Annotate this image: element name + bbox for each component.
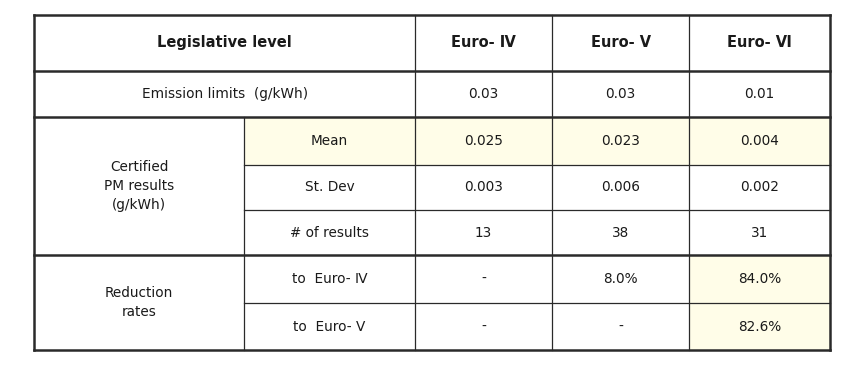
Bar (689, 303, 830, 350)
Text: Euro- Ⅵ: Euro- Ⅵ (728, 35, 792, 50)
Bar (34, 303, 689, 350)
Text: 0.025: 0.025 (464, 134, 503, 148)
Text: 84.0%: 84.0% (738, 272, 782, 286)
Text: 0.01: 0.01 (745, 87, 775, 101)
Text: 0.03: 0.03 (605, 87, 636, 101)
Bar (34, 15, 830, 71)
Bar (34, 71, 830, 116)
Text: 8.0%: 8.0% (603, 272, 638, 286)
Text: 0.002: 0.002 (740, 180, 779, 195)
Text: 0.023: 0.023 (601, 134, 640, 148)
Text: Euro- Ⅳ: Euro- Ⅳ (451, 35, 516, 50)
Text: Euro- Ⅴ: Euro- Ⅴ (591, 35, 651, 50)
Text: 0.006: 0.006 (601, 180, 640, 195)
Text: 0.03: 0.03 (468, 87, 499, 101)
Text: Reduction
rates: Reduction rates (105, 287, 173, 319)
Text: 13: 13 (475, 226, 492, 240)
Text: 82.6%: 82.6% (738, 320, 782, 334)
Text: -: - (481, 320, 486, 334)
Text: 0.004: 0.004 (740, 134, 779, 148)
Text: 38: 38 (612, 226, 629, 240)
Text: 0.003: 0.003 (464, 180, 503, 195)
Bar (689, 255, 830, 303)
Bar (34, 255, 689, 303)
Text: Emission limits  (g/kWh): Emission limits (g/kWh) (141, 87, 308, 101)
Bar (34, 165, 830, 210)
Bar (244, 116, 830, 165)
Text: # of results: # of results (290, 226, 369, 240)
Text: -: - (618, 320, 623, 334)
Text: Legislative level: Legislative level (158, 35, 292, 50)
Bar (34, 210, 830, 255)
Text: Certified
PM results
(g/kWh): Certified PM results (g/kWh) (104, 160, 175, 212)
Text: to  Euro- Ⅴ: to Euro- Ⅴ (294, 320, 366, 334)
Text: Mean: Mean (311, 134, 348, 148)
Text: St. Dev: St. Dev (305, 180, 354, 195)
Text: -: - (481, 272, 486, 286)
Text: to  Euro- Ⅳ: to Euro- Ⅳ (292, 272, 367, 286)
Text: 31: 31 (751, 226, 769, 240)
